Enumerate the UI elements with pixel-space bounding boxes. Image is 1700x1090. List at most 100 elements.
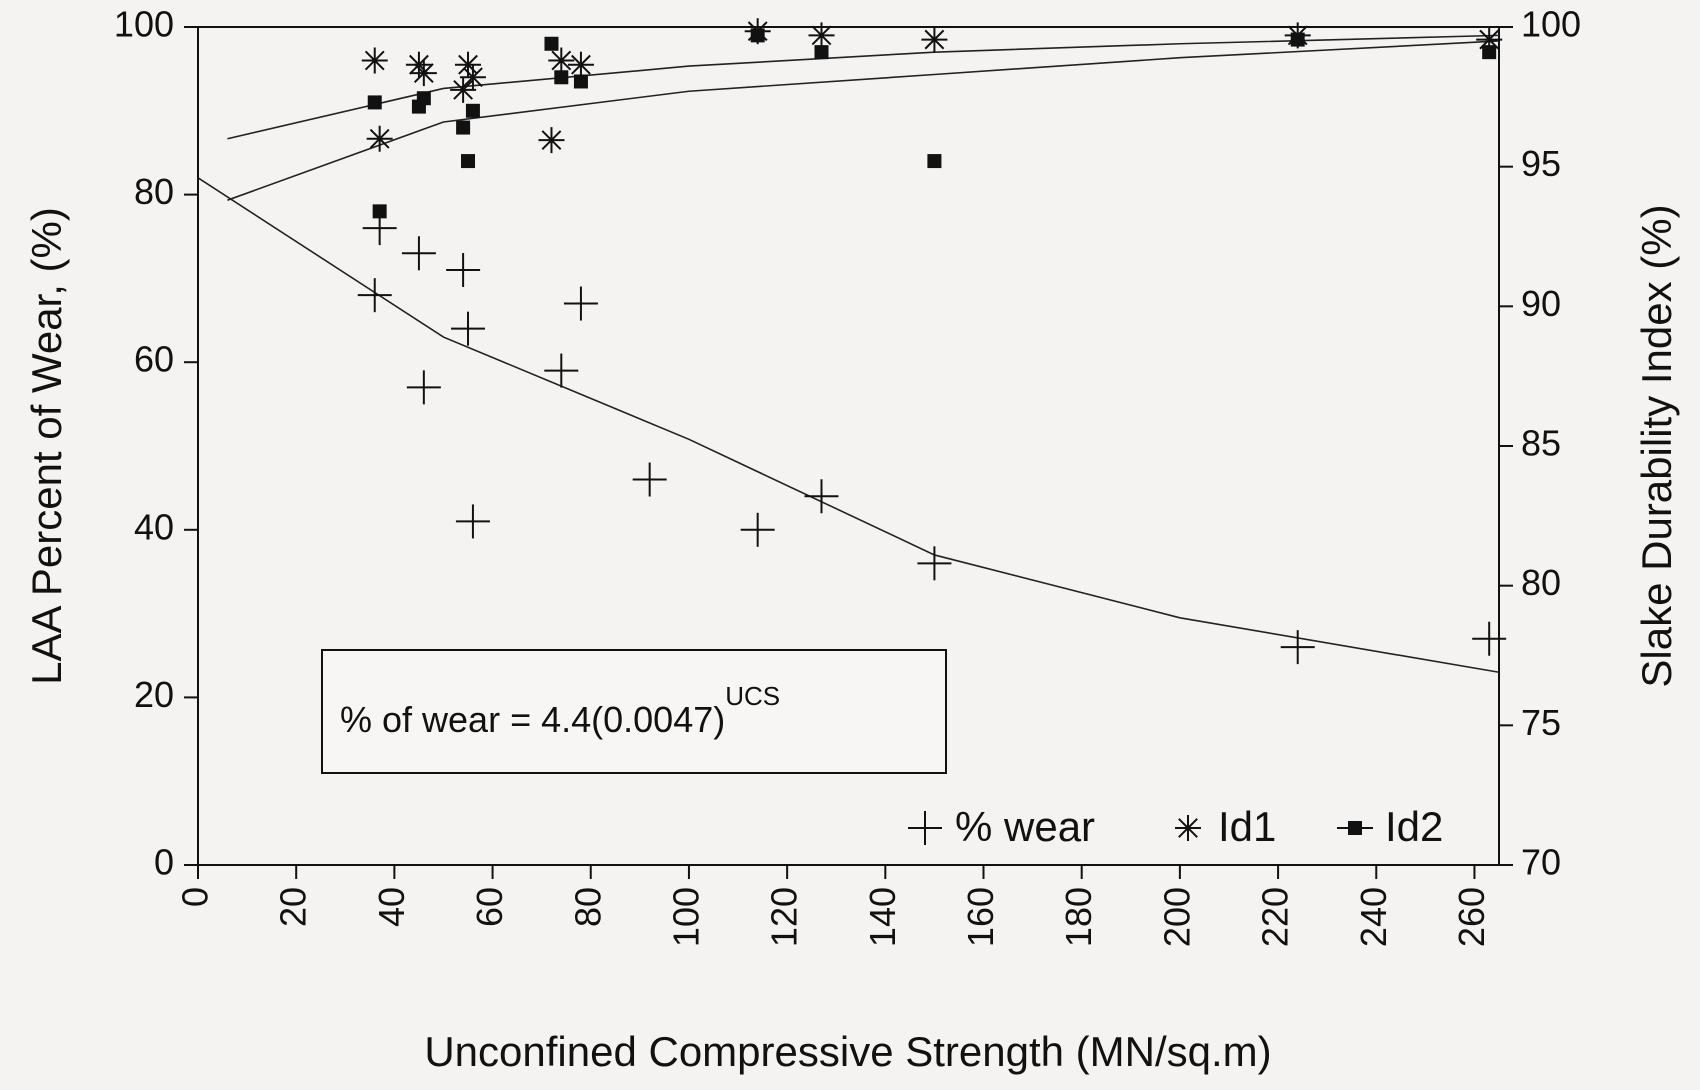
square (456, 120, 471, 135)
x-tick-label: 180 (1058, 887, 1099, 947)
point-square (573, 74, 588, 89)
square (461, 154, 476, 169)
point-asterisk (548, 47, 575, 74)
asterisk-stroke (571, 54, 591, 75)
x-tick-label: 120 (764, 887, 805, 947)
point-asterisk (567, 51, 594, 78)
asterisk-stroke (463, 67, 483, 88)
equation-text: % of wear = 4.4(0.0047) (340, 699, 725, 740)
point-plus (563, 286, 598, 321)
point-square (750, 28, 765, 43)
x-tick-label: 60 (469, 887, 510, 927)
point-asterisk (450, 76, 477, 103)
y-tick-label: 0 (154, 842, 174, 883)
y2-tick-label: 100 (1521, 4, 1581, 45)
asterisk-stroke (924, 29, 945, 50)
point-plus (804, 479, 839, 514)
asterisk-stroke (811, 25, 832, 46)
x-tick-label: 240 (1353, 887, 1394, 947)
point-plus (740, 512, 775, 547)
x-tick-label: 40 (371, 887, 412, 927)
point-plus (446, 253, 481, 288)
point-square (1348, 821, 1362, 835)
point-square (927, 154, 942, 169)
legend-label: % wear (955, 803, 1095, 850)
y2-tick-label: 80 (1521, 562, 1561, 603)
point-asterisk (366, 125, 393, 152)
x-tick-label: 220 (1255, 887, 1296, 947)
equation-superscript: UCS (725, 681, 780, 711)
asterisk-stroke (541, 130, 562, 151)
legend-label: Id1 (1218, 803, 1276, 850)
fit-curve (197, 177, 1500, 674)
x-tick-label: 20 (273, 887, 314, 927)
x-tick-label: 200 (1156, 887, 1197, 947)
asterisk-stroke (369, 128, 390, 149)
x-tick-label: 160 (960, 887, 1001, 947)
point-plus (406, 370, 441, 405)
point-plus (908, 811, 942, 845)
point-plus (455, 504, 490, 539)
asterisk-stroke (458, 54, 478, 75)
point-plus (1472, 621, 1507, 656)
asterisk-stroke (409, 54, 429, 75)
point-asterisk (808, 22, 835, 49)
point-square (416, 91, 431, 106)
square (372, 204, 387, 219)
point-asterisk (361, 47, 388, 74)
square (814, 45, 829, 60)
equation: % of wear = 4.4(0.0047)UCS (340, 681, 780, 740)
y-tick-label: 100 (114, 4, 174, 45)
y2-tick-label: 75 (1521, 702, 1561, 743)
square (554, 70, 569, 85)
x-tick-label: 140 (862, 887, 903, 947)
y-axis-label: LAA Percent of Wear, (%) (23, 207, 70, 685)
y2-tick-label: 95 (1521, 143, 1561, 184)
point-square (461, 154, 476, 169)
fit-curve (227, 40, 1500, 201)
point-square (554, 70, 569, 85)
square (465, 103, 480, 118)
y2-tick-label: 85 (1521, 423, 1561, 464)
y-tick-label: 60 (134, 339, 174, 380)
asterisk-stroke (551, 50, 572, 71)
point-asterisk (1175, 815, 1201, 841)
point-square (456, 120, 471, 135)
x-axis-label: Unconfined Compressive Strength (MN/sq.m… (424, 1028, 1271, 1075)
y-tick-label: 80 (134, 171, 174, 212)
square (544, 36, 559, 51)
y2-tick-label: 90 (1521, 283, 1561, 324)
y2-axis-label: Slake Durability Index (%) (1633, 204, 1680, 687)
point-plus (544, 353, 579, 388)
legend-item: % wear (955, 803, 1095, 850)
point-plus (401, 236, 436, 271)
point-asterisk (459, 64, 486, 91)
point-asterisk (410, 60, 437, 87)
fit-curve (227, 34, 1500, 140)
point-plus (451, 311, 486, 346)
point-plus (632, 462, 667, 497)
legend-label: Id2 (1385, 803, 1443, 850)
square (750, 28, 765, 43)
point-square (1482, 45, 1497, 60)
legend-item: Id2 (1337, 803, 1443, 850)
asterisk-stroke (1178, 818, 1198, 838)
point-plus (1280, 630, 1315, 665)
x-tick-label: 260 (1451, 887, 1492, 947)
square (367, 95, 382, 110)
x-tick-label: 80 (567, 887, 608, 927)
point-plus (357, 278, 392, 313)
point-square (367, 95, 382, 110)
square (1348, 821, 1362, 835)
point-square (1290, 32, 1305, 47)
point-plus (917, 546, 952, 581)
square (573, 74, 588, 89)
legend-item: Id1 (1218, 803, 1276, 850)
point-asterisk (538, 127, 565, 154)
x-tick-label: 100 (665, 887, 706, 947)
asterisk-stroke (413, 63, 434, 83)
asterisk-stroke (453, 79, 474, 100)
y-tick-label: 20 (134, 674, 174, 715)
asterisk-stroke (364, 50, 385, 71)
